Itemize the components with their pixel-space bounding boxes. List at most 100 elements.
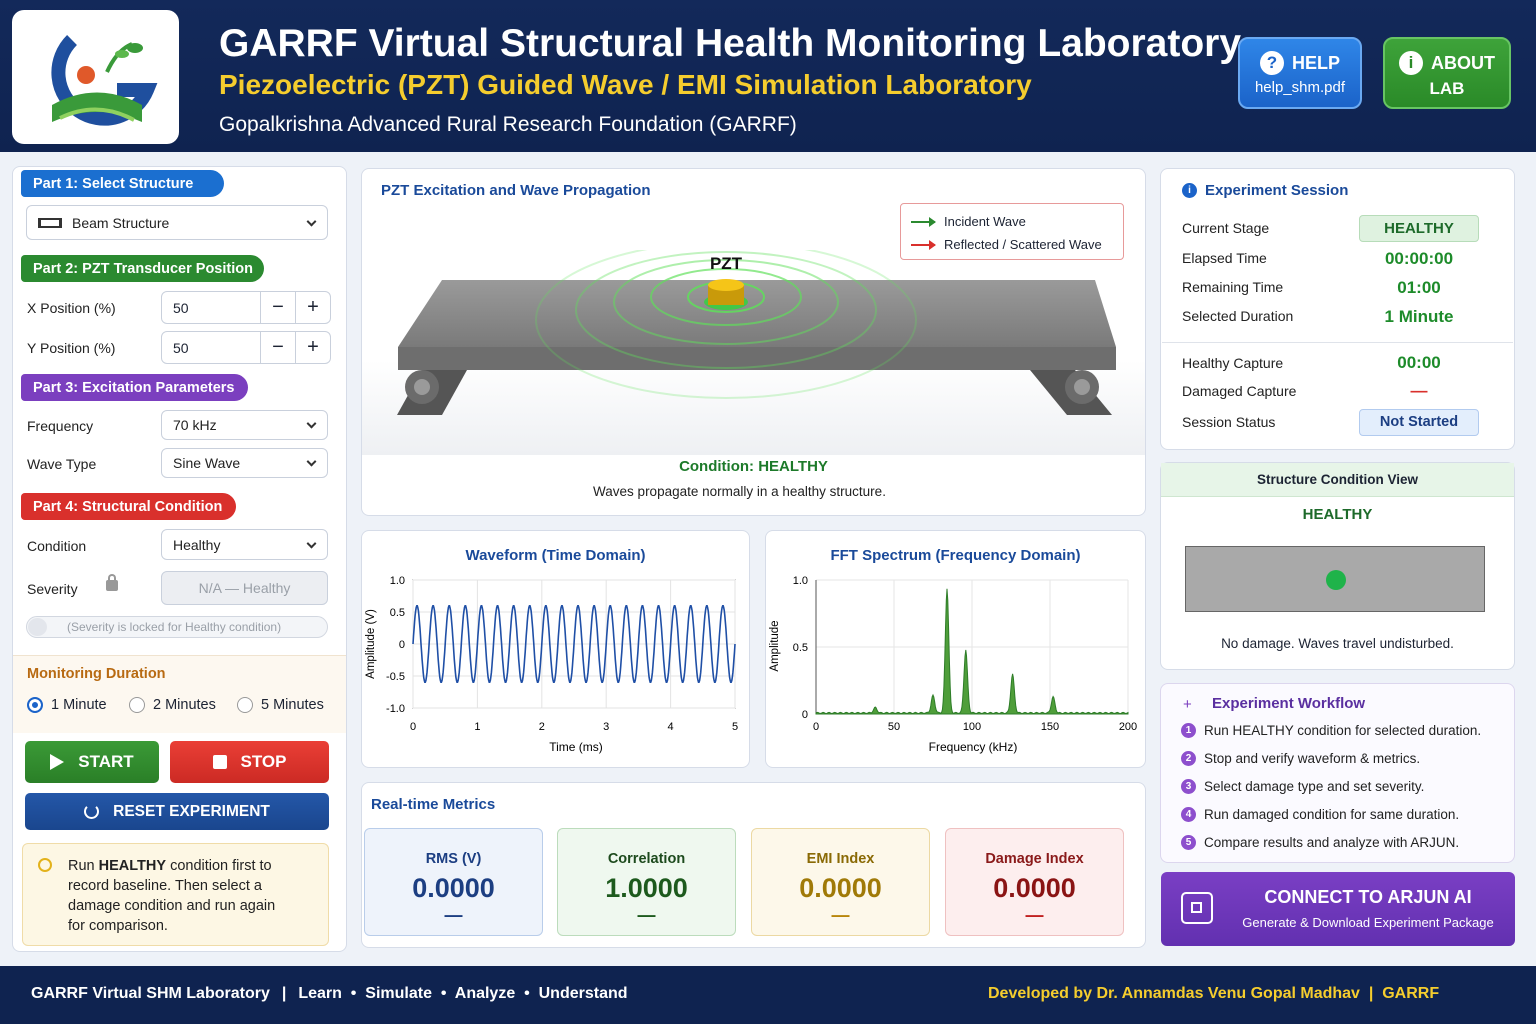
pzt-position-marker [1326, 570, 1346, 590]
damage-index-label: Damage Index [985, 851, 1084, 867]
rms-delta: — [444, 905, 463, 925]
damaged-capture-value: — [1410, 381, 1428, 400]
y-tick-label: 0 [802, 709, 808, 721]
x-increment-button[interactable]: + [295, 292, 330, 323]
emi-value: 0.0000 [799, 873, 882, 903]
y-tick-label: 1.0 [793, 575, 808, 587]
y-tick-label: -0.5 [386, 671, 405, 683]
stage-badge: HEALTHY [1359, 215, 1479, 242]
footer-tags: Learn • Simulate • Analyze • Understand [298, 985, 628, 1002]
beam-side [398, 347, 1116, 370]
beam-visualization: PZT [362, 250, 1145, 455]
beam-top [398, 280, 1116, 347]
stage-label: Current Stage [1182, 220, 1270, 236]
correlation-card: Correlation 1.0000 — [557, 828, 736, 936]
footer [0, 966, 1536, 1024]
duration-2-minutes[interactable]: 2 Minutes [129, 697, 216, 713]
severity-slider: (Severity is locked for Healthy conditio… [26, 616, 328, 638]
fft-xlabel: Frequency (kHz) [929, 740, 1018, 754]
rms-card: RMS (V) 0.0000 — [364, 828, 543, 936]
duration-label: 1 Minute [51, 697, 107, 713]
workflow-step: 1 Run HEALTHY condition for selected dura… [1181, 723, 1481, 738]
help-file: help_shm.pdf [1254, 79, 1346, 96]
help-button[interactable]: ? HELP help_shm.pdf [1238, 37, 1362, 109]
waveform-xlabel: Time (ms) [549, 740, 603, 754]
x-tick-label: 4 [668, 721, 674, 733]
y-position-input[interactable]: 50 [173, 339, 189, 356]
x-position-stepper: 50 − + [161, 291, 331, 324]
fft-panel [765, 530, 1146, 768]
stop-button[interactable]: STOP [170, 741, 329, 783]
condition-value: Healthy [173, 536, 221, 553]
start-label: START [78, 752, 134, 771]
chevron-down-icon [306, 418, 317, 429]
info-icon: i [1399, 51, 1423, 75]
damaged-capture-label: Damaged Capture [1182, 383, 1297, 399]
viz-title: PZT Excitation and Wave Propagation [381, 182, 651, 199]
correlation-label: Correlation [607, 851, 686, 867]
x-decrement-button[interactable]: − [260, 292, 295, 323]
lightbulb-icon [38, 858, 52, 872]
chevron-down-icon [306, 538, 317, 549]
legend-reflected: Reflected / Scattered Wave [911, 237, 1102, 252]
tip-box: Run HEALTHY condition first to record ba… [22, 843, 329, 946]
session-status-label: Session Status [1182, 414, 1276, 430]
structure-select[interactable]: Beam Structure [26, 205, 328, 240]
y-tick-label: -1.0 [386, 703, 405, 715]
workflow-step: 4 Run damaged condition for same duration… [1181, 807, 1459, 822]
radio-selected-icon [27, 697, 43, 713]
y-tick-label: 0.5 [793, 642, 808, 654]
play-icon [50, 754, 65, 770]
footer-left: GARRF Virtual SHM Laboratory | Learn • Sim… [31, 985, 628, 1002]
help-icon: ? [1259, 51, 1284, 75]
lock-icon [106, 574, 118, 591]
arjun-title: CONNECT TO ARJUN AI [1264, 887, 1472, 907]
x-tick-label: 1 [474, 721, 480, 733]
rms-value: 0.0000 [412, 873, 495, 903]
reset-label: RESET EXPERIMENT [113, 802, 270, 820]
user-icon: i [1182, 183, 1197, 198]
frequency-select[interactable]: 70 kHz [161, 410, 328, 440]
about-label-2: LAB [1429, 79, 1465, 98]
condition-view-note: No damage. Waves travel undisturbed. [1221, 636, 1454, 651]
support-left [397, 370, 467, 415]
duration-5-minutes[interactable]: 5 Minutes [237, 697, 324, 713]
about-lab-button[interactable]: i ABOUT LAB [1383, 37, 1511, 109]
duration-section [13, 655, 346, 733]
condition-view-state: HEALTHY [1302, 506, 1373, 523]
part2-header: Part 2: PZT Transducer Position [21, 255, 264, 282]
footer-app-name: GARRF Virtual SHM Laboratory [31, 985, 270, 1002]
rms-label: RMS (V) [425, 851, 482, 867]
damage-index-card: Damage Index 0.0000 — [945, 828, 1124, 936]
remaining-label: Remaining Time [1182, 279, 1284, 295]
fft-chart: 0 50 100 150 200 1.0 0.5 0 Frequency (kHz) Ampl… [769, 575, 1137, 754]
start-button[interactable]: START [25, 741, 159, 783]
elapsed-value: 00:00:00 [1384, 249, 1454, 268]
about-label: ABOUT [1431, 52, 1495, 73]
part1-header: Part 1: Select Structure [21, 170, 224, 197]
pzt-label: PZT [710, 254, 743, 273]
wave-type-label: Wave Type [27, 456, 97, 472]
y-decrement-button[interactable]: − [260, 332, 295, 363]
correlation-value: 1.0000 [605, 873, 688, 903]
emi-card: EMI Index 0.0000 — [751, 828, 930, 936]
metrics-title: Real-time Metrics [371, 796, 496, 813]
duration-title: Monitoring Duration [27, 666, 166, 682]
wave-type-select[interactable]: Sine Wave [161, 448, 328, 478]
x-position-input[interactable]: 50 [173, 299, 189, 316]
part3-header: Part 3: Excitation Parameters [21, 374, 248, 401]
condition-select[interactable]: Healthy [161, 529, 328, 560]
y-position-stepper: 50 − + [161, 331, 331, 364]
divider [1162, 342, 1513, 343]
legend-incident: Incident Wave [911, 214, 1026, 229]
stop-label: STOP [240, 752, 287, 771]
y-increment-button[interactable]: + [295, 332, 330, 363]
condition-view-title: Structure Condition View [1161, 463, 1514, 497]
fft-spectrum [815, 588, 1129, 715]
severity-label: Severity [27, 581, 78, 597]
connect-arjun-button[interactable]: CONNECT TO ARJUN AI Generate & Download … [1161, 872, 1515, 946]
duration-1-minute[interactable]: 1 Minute [27, 697, 107, 713]
x-tick-label: 100 [963, 721, 981, 733]
reset-experiment-button[interactable]: RESET EXPERIMENT [25, 793, 329, 830]
x-tick-label: 2 [539, 721, 545, 733]
